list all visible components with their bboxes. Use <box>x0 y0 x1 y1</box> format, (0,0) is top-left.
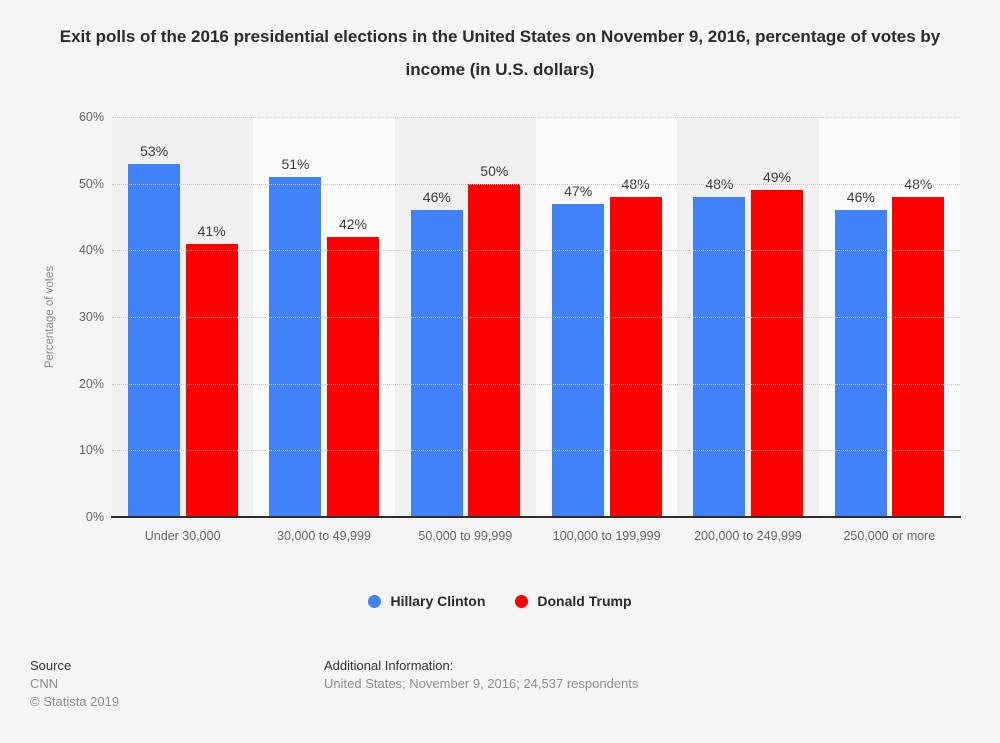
bar-value-label: 46% <box>846 189 875 206</box>
source-label: Source <box>30 658 72 673</box>
bar-value-label: 49% <box>762 169 791 186</box>
x-axis-label-250-000-or-more: 250,000 or more <box>843 529 936 543</box>
x-axis-line <box>111 516 961 518</box>
x-axis-label-30-000-to-49-999: 30,000 to 49,999 <box>277 529 371 543</box>
bar-value-label: 42% <box>338 216 367 232</box>
y-axis-tick: 20% <box>78 376 104 391</box>
legend-dot-hillary-clinton <box>368 594 382 608</box>
bar-donald-trump-under-30-000[interactable] <box>185 243 238 517</box>
y-axis-tick: 0% <box>85 510 104 524</box>
bar-value-label: 46% <box>422 189 451 206</box>
bar-donald-trump-50-000-to-99-999[interactable] <box>468 183 521 517</box>
bar-donald-trump-30-000-to-49-999[interactable] <box>326 237 379 517</box>
bar-value-label: 50% <box>480 162 509 179</box>
y-axis-tick: 10% <box>78 443 104 458</box>
bar-donald-trump-200-000-to-249-999[interactable] <box>750 190 803 517</box>
gridline <box>112 250 960 252</box>
x-axis-label-100-000-to-199-999: 100,000 to 199,999 <box>552 529 661 543</box>
copyright: © Statista 2019 <box>30 694 120 709</box>
gridline <box>112 383 960 385</box>
footer-source-block: Source CNN © Statista 2019 <box>30 657 119 711</box>
y-axis-tick: 60% <box>78 110 104 124</box>
bar-hillary-clinton-50-000-to-99-999[interactable] <box>410 210 463 517</box>
gridline <box>112 450 960 452</box>
bar-value-label: 47% <box>564 182 593 199</box>
legend-label: Hillary Clinton <box>390 593 486 609</box>
bar-value-label: 51% <box>281 156 310 172</box>
bar-donald-trump-250-000-or-more[interactable] <box>892 197 945 517</box>
legend: Hillary Clinton Donald Trump <box>0 593 1000 609</box>
chart-title: Exit polls of the 2016 presidential elec… <box>0 20 1000 86</box>
bar-hillary-clinton-under-30-000[interactable] <box>128 163 181 517</box>
gridline <box>112 317 960 318</box>
additional-info-value: United States; November 9, 2016; 24,537 … <box>324 676 639 691</box>
bar-hillary-clinton-30-000-to-49-999[interactable] <box>269 177 322 517</box>
x-axis-label-50-000-to-99-999: 50,000 to 99,999 <box>418 529 513 543</box>
bar-hillary-clinton-200-000-to-249-999[interactable] <box>693 197 746 517</box>
x-axis-label-under-30-000: Under 30,000 <box>144 529 221 543</box>
bar-donald-trump-100-000-to-199-999[interactable] <box>609 197 662 517</box>
legend-item-donald-trump[interactable]: Donald Trump <box>515 593 632 609</box>
bar-hillary-clinton-100-000-to-199-999[interactable] <box>552 203 605 517</box>
legend-dot-donald-trump <box>515 594 529 608</box>
gridline <box>112 117 960 118</box>
legend-item-hillary-clinton[interactable]: Hillary Clinton <box>368 593 485 609</box>
gridline <box>112 183 960 185</box>
additional-info-label: Additional Information: <box>324 658 454 673</box>
legend-label: Donald Trump <box>537 593 632 609</box>
footer-additional-block: Additional Information: United States; N… <box>324 657 638 693</box>
y-axis-tick: 40% <box>78 243 104 258</box>
source-value[interactable]: CNN <box>30 676 59 691</box>
bar-value-label: 41% <box>197 222 226 239</box>
x-axis-label-200-000-to-249-999: 200,000 to 249,999 <box>694 529 802 543</box>
bar-hillary-clinton-250-000-or-more[interactable] <box>834 210 887 517</box>
chart-title-text: Exit polls of the 2016 presidential elec… <box>59 27 941 79</box>
bar-value-label: 53% <box>140 142 169 159</box>
y-axis-tick: 50% <box>78 176 104 191</box>
y-axis-tick: 30% <box>78 310 104 324</box>
